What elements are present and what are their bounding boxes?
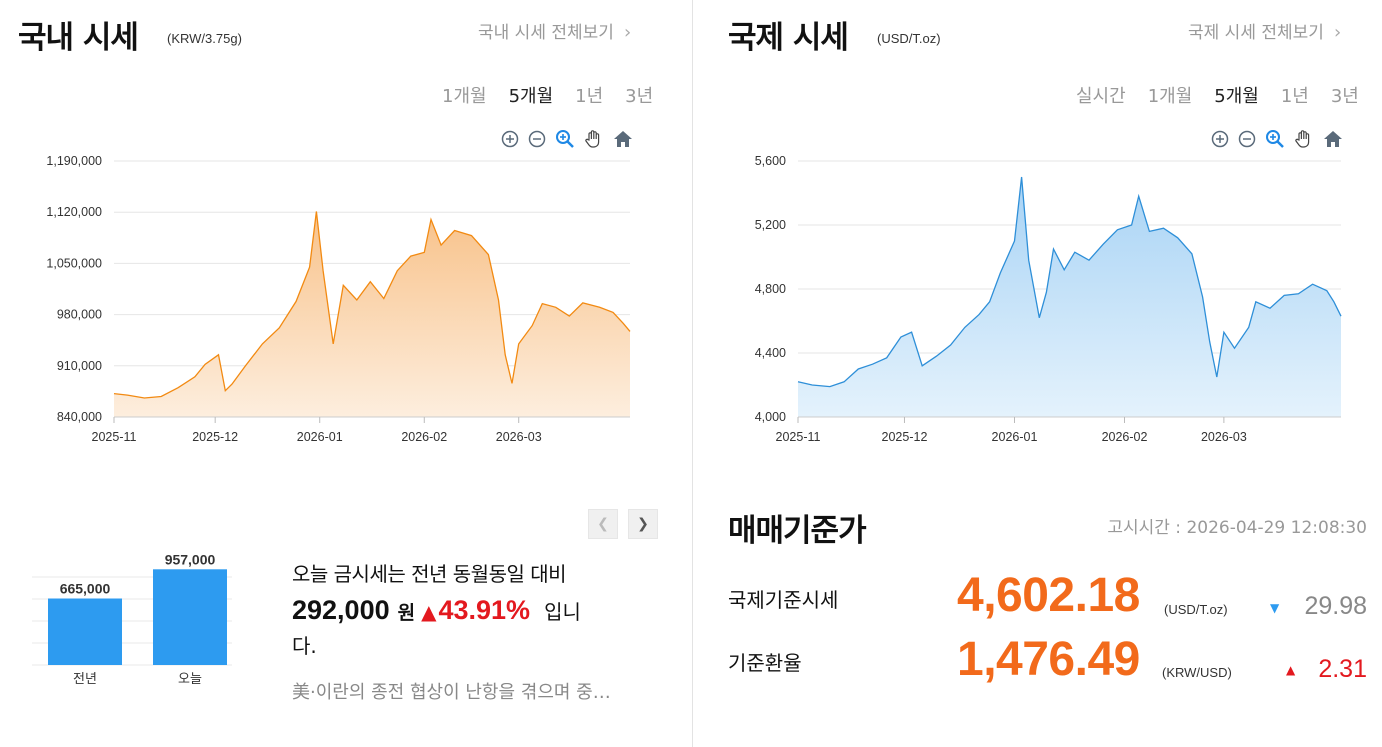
prev-button[interactable]: ❮ (588, 509, 618, 539)
international-period-tab[interactable]: 3년 (1330, 86, 1359, 107)
zoom-out-icon[interactable] (527, 129, 547, 149)
fx-base-value: 1,476.49 (957, 633, 1140, 686)
international-title: 국제 시세 (728, 20, 849, 56)
bar-value-label: 665,000 (60, 581, 111, 597)
chevron-right-icon: › (1333, 22, 1342, 43)
y-tick-label: 4,800 (755, 282, 786, 296)
y-tick-label: 1,050,000 (46, 256, 102, 270)
next-button[interactable]: ❯ (628, 509, 658, 539)
international-more-link[interactable]: 국제 시세 전체보기 › (1188, 18, 1341, 43)
international-period-tab[interactable]: 5개월 (1214, 86, 1259, 107)
domestic-period-tab[interactable]: 1개월 (442, 86, 487, 107)
international-period-tab[interactable]: 1년 (1280, 86, 1309, 107)
domestic-period-tabs: 1개월 5개월 1년 3년 (442, 82, 653, 108)
x-tick-label: 2026-01 (992, 430, 1038, 444)
compare-summary: 오늘 금시세는 전년 동월동일 대비 292,000 원 ▲ 43.91% 입니… (292, 558, 662, 659)
selection-zoom-icon[interactable] (1264, 128, 1286, 150)
notice-time: 고시시간 : 2026-04-29 12:08:30 (1107, 518, 1367, 538)
compare-bar (48, 598, 122, 665)
intl-base-value: 4,602.18 (957, 569, 1140, 622)
reset-home-icon[interactable] (1322, 128, 1344, 150)
y-tick-label: 5,600 (755, 154, 786, 168)
summary-line1: 오늘 금시세는 전년 동월동일 대비 (292, 562, 567, 586)
international-unit: (USD/T.oz) (877, 31, 941, 46)
y-tick-label: 5,200 (755, 218, 786, 232)
summary-percent: 43.91% (438, 595, 531, 625)
y-tick-label: 1,190,000 (46, 154, 102, 168)
y-tick-label: 910,000 (57, 359, 102, 373)
summary-line3: 다. (292, 634, 317, 658)
down-arrow-icon: ▼ (1270, 601, 1280, 615)
bar-value-label: 957,000 (165, 555, 216, 567)
international-panel: 국제 시세 (USD/T.oz) 국제 시세 전체보기 › 실시간 1개월 5개월 1년… (694, 0, 1382, 747)
intl-base-label: 국제기준시세 (728, 588, 839, 612)
selection-zoom-icon[interactable] (554, 128, 576, 150)
domestic-panel: 국내 시세 (KRW/3.75g) 국내 시세 전체보기 › 1개월 5개월 1년 3년… (18, 18, 662, 703)
panel-divider (692, 0, 693, 747)
y-tick-label: 4,000 (755, 410, 786, 424)
compare-bar (153, 569, 227, 665)
international-period-tab[interactable]: 1개월 (1147, 86, 1193, 107)
up-arrow-icon: ▲ (421, 600, 437, 624)
up-arrow-icon: ▲ (1286, 663, 1296, 677)
year-compare-chart: 665,000 전년 957,000 오늘 (32, 555, 232, 687)
x-tick-label: 2026-02 (401, 430, 447, 444)
international-period-tabs: 실시간 1개월 5개월 1년 3년 (1076, 82, 1359, 108)
summary-suffix: 입니 (544, 600, 581, 624)
domestic-price-chart: 840,000 910,000 980,000 1,050,000 1,120,000 1… (46, 154, 631, 444)
y-tick-label: 980,000 (57, 308, 102, 322)
news-headline-link[interactable]: 美·이란의 종전 협상이 난항을 겪으며 중… (292, 682, 611, 703)
series-area (114, 211, 630, 417)
y-tick-label: 840,000 (57, 410, 102, 424)
bar-category-label: 전년 (73, 672, 97, 687)
zoom-in-icon[interactable] (1210, 129, 1230, 149)
x-tick-label: 2026-03 (496, 430, 542, 444)
y-tick-label: 1,120,000 (46, 205, 102, 219)
x-tick-label: 2026-03 (1201, 430, 1247, 444)
domestic-unit: (KRW/3.75g) (167, 31, 242, 46)
domestic-chart-toolbar (500, 128, 634, 150)
intl-base-change: 29.98 (1304, 592, 1367, 620)
chevron-right-icon: › (623, 22, 632, 43)
reset-home-icon[interactable] (612, 128, 634, 150)
summary-amount: 292,000 (292, 595, 390, 625)
x-tick-label: 2026-01 (297, 430, 343, 444)
y-tick-label: 4,400 (755, 346, 786, 360)
intl-base-unit: (USD/T.oz) (1164, 602, 1228, 617)
fx-base-unit: (KRW/USD) (1162, 665, 1232, 680)
fx-base-label: 기준환율 (728, 651, 802, 675)
bar-category-label: 오늘 (178, 672, 202, 687)
international-price-chart: 4,000 4,400 4,800 5,200 5,600 2025-11 2025-12 2… (755, 154, 1342, 444)
x-tick-label: 2025-12 (192, 430, 238, 444)
summary-won: 원 (397, 602, 416, 624)
international-period-tab[interactable]: 실시간 (1076, 86, 1126, 107)
compare-nav: ❮ ❯ (588, 509, 658, 539)
zoom-out-icon[interactable] (1237, 129, 1257, 149)
x-tick-label: 2025-11 (776, 430, 821, 444)
x-tick-label: 2025-12 (882, 430, 928, 444)
domestic-more-link[interactable]: 국내 시세 전체보기 › (478, 18, 631, 43)
domestic-period-tab[interactable]: 5개월 (508, 86, 554, 107)
domestic-period-tab[interactable]: 1년 (575, 86, 604, 107)
series-area (798, 177, 1341, 417)
x-tick-label: 2025-11 (92, 430, 137, 444)
domestic-more-label: 국내 시세 전체보기 (478, 23, 614, 43)
pan-hand-icon[interactable] (1293, 128, 1315, 150)
series-line (113, 211, 631, 399)
series-line (797, 176, 1342, 388)
zoom-in-icon[interactable] (500, 129, 520, 149)
x-tick-label: 2026-02 (1102, 430, 1148, 444)
fx-base-change: 2.31 (1318, 655, 1367, 683)
international-more-label: 국제 시세 전체보기 (1188, 23, 1324, 43)
domestic-title: 국내 시세 (18, 20, 139, 56)
domestic-period-tab[interactable]: 3년 (625, 86, 654, 107)
base-price-title: 매매기준가 (728, 513, 867, 549)
international-chart-toolbar (1210, 128, 1344, 150)
pan-hand-icon[interactable] (583, 128, 605, 150)
